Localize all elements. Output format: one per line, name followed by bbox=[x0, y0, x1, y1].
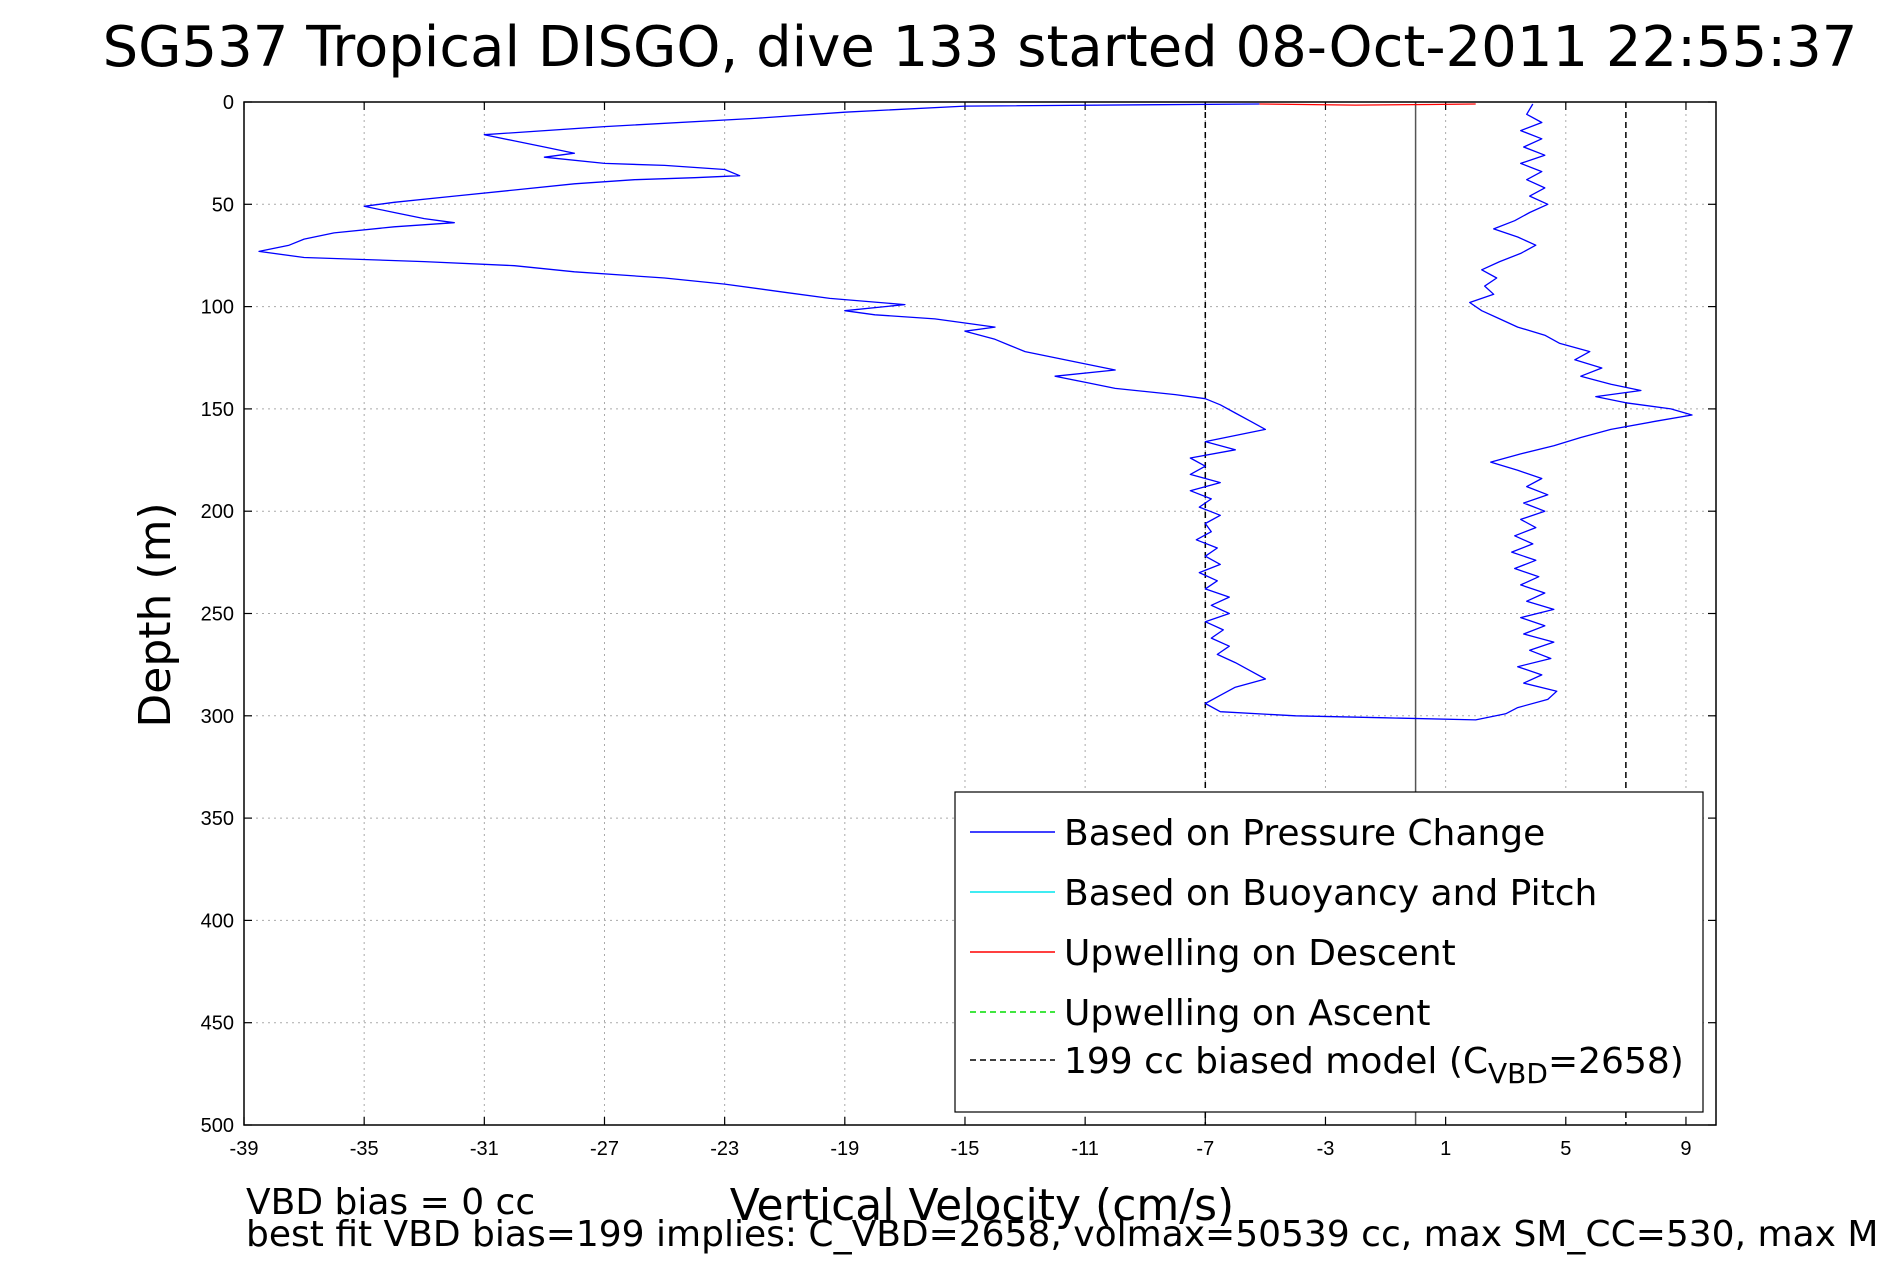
y-tick-labels: 0 50 100 150 200 250 300 350 400 450 500 bbox=[201, 92, 234, 1137]
y-tick-label: 500 bbox=[201, 1115, 234, 1137]
y-tick-label: 150 bbox=[201, 399, 234, 421]
y-axis-title: Depth (m) bbox=[130, 502, 181, 727]
legend-label-subscript: VBD bbox=[1488, 1057, 1548, 1090]
x-tick-label: 1 bbox=[1440, 1138, 1451, 1160]
annotation-vbd-bias: VBD bias = 0 cc bbox=[246, 1182, 535, 1223]
x-tick-label: 5 bbox=[1560, 1138, 1571, 1160]
x-tick-label: 9 bbox=[1680, 1138, 1691, 1160]
x-tick-labels: -39 -35 -31 -27 -23 -19 -15 -11 -7 -3 1 5 9 bbox=[230, 1138, 1692, 1160]
x-tick-label: -19 bbox=[830, 1138, 859, 1160]
x-tick-label: -39 bbox=[230, 1138, 259, 1160]
x-tick-label: -7 bbox=[1196, 1138, 1214, 1160]
series-lines bbox=[258, 103, 1693, 721]
legend-box bbox=[954, 791, 1704, 1113]
chart-title: SG537 Tropical DISGO, dive 133 started 0… bbox=[103, 15, 1858, 80]
legend-label-suffix: =2658) bbox=[1548, 1041, 1684, 1082]
x-tick-label: -3 bbox=[1317, 1138, 1335, 1160]
x-tick-label: -15 bbox=[951, 1138, 980, 1160]
legend-label: Based on Pressure Change bbox=[1064, 813, 1545, 854]
y-tick-label: 400 bbox=[201, 910, 234, 932]
series-line-0 bbox=[258, 103, 1693, 721]
x-tick-label: -27 bbox=[590, 1138, 619, 1160]
x-axis-title: Vertical Velocity (cm/s) bbox=[730, 1180, 1234, 1231]
legend-label: Upwelling on Ascent bbox=[1064, 993, 1430, 1034]
legend: Based on Pressure Change Based on Buoyanc… bbox=[954, 791, 1704, 1113]
y-tick-label: 200 bbox=[201, 501, 234, 523]
series-line-2 bbox=[1259, 103, 1476, 106]
x-tick-label: -11 bbox=[1071, 1138, 1098, 1160]
legend-label: Based on Buoyancy and Pitch bbox=[1064, 873, 1597, 914]
y-tick-label: 350 bbox=[201, 808, 234, 830]
y-tick-label: 450 bbox=[201, 1013, 234, 1035]
y-tick-label: 300 bbox=[201, 706, 234, 728]
annotation-best-fit: best fit VBD bias=199 implies: C_VBD=265… bbox=[246, 1214, 1878, 1255]
legend-label: 199 cc biased model (CVBD=2658) bbox=[1064, 1041, 1684, 1090]
plot-frame bbox=[243, 101, 1717, 1126]
x-tick-label: -35 bbox=[350, 1138, 379, 1160]
legend-label: Upwelling on Descent bbox=[1064, 933, 1456, 974]
y-tick-label: 50 bbox=[212, 194, 234, 216]
y-tick-label: 0 bbox=[223, 92, 234, 114]
x-tick-label: -23 bbox=[710, 1138, 739, 1160]
y-tick-label: 250 bbox=[201, 604, 234, 626]
y-tick-label: 100 bbox=[201, 297, 234, 319]
x-tick-label: -31 bbox=[470, 1138, 499, 1160]
